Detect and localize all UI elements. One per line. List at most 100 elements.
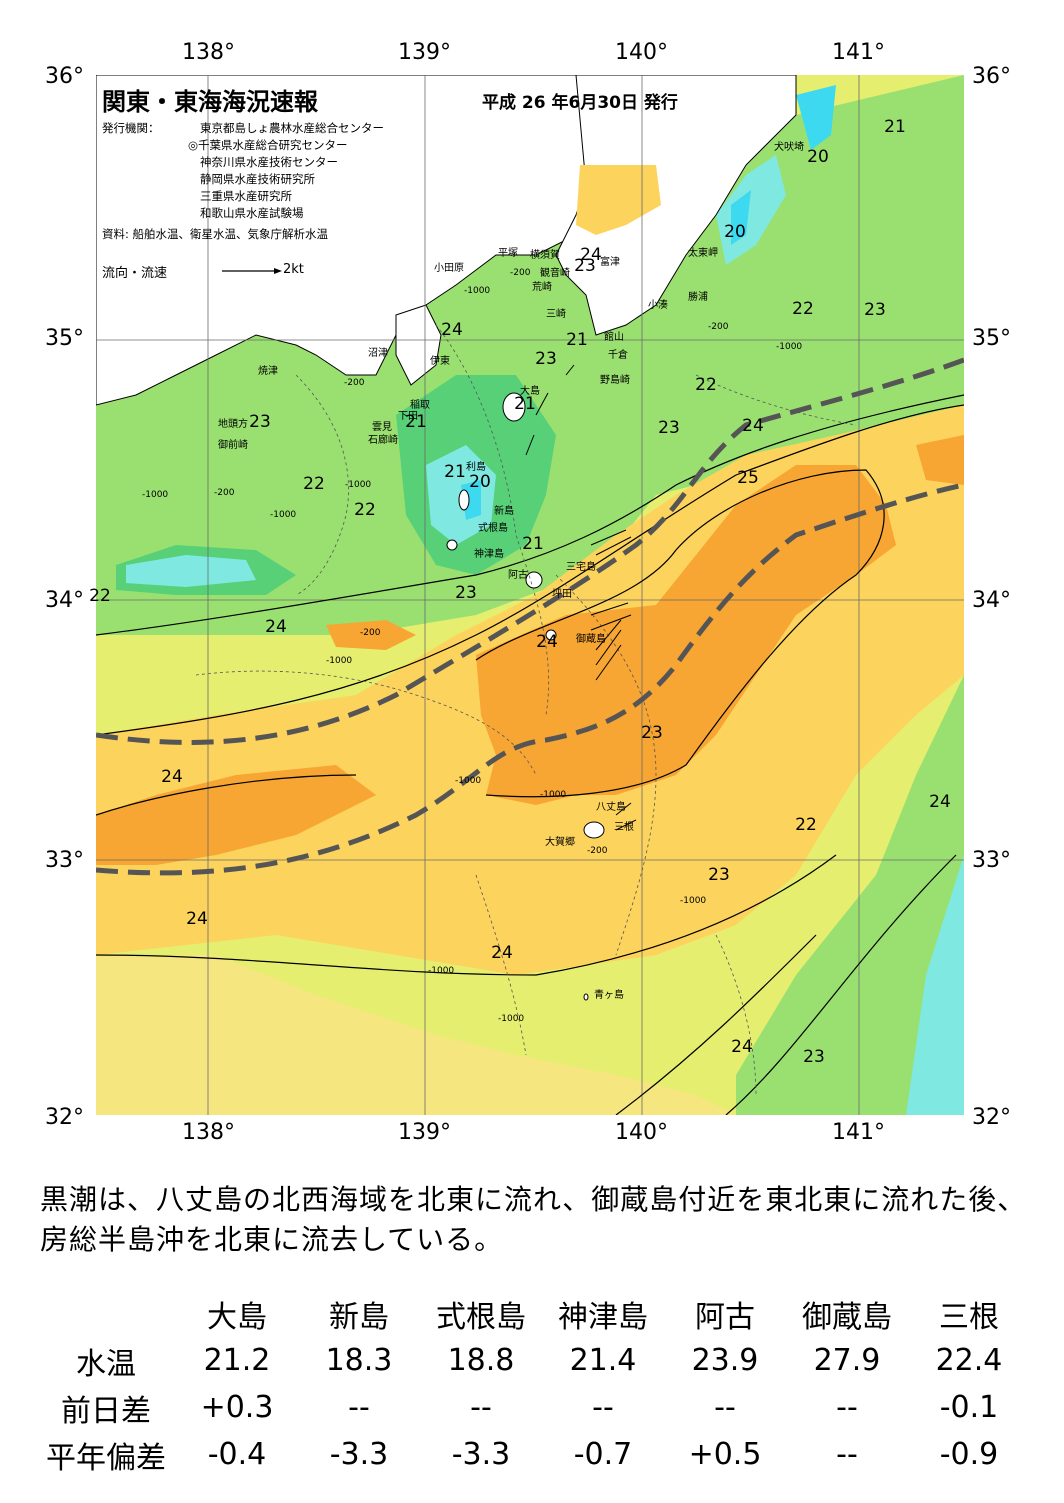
- temp-label: 24: [580, 245, 602, 265]
- lat-label-32-right: 32°: [972, 1105, 1011, 1130]
- depth-label: -1000: [540, 790, 567, 800]
- map-svg: [95, 74, 965, 1116]
- temp-label: 22: [354, 500, 376, 520]
- temp-label: 24: [161, 767, 183, 787]
- table-cell: -0.9: [939, 1437, 999, 1472]
- table-cell: --: [592, 1390, 614, 1425]
- table-cell: --: [348, 1390, 370, 1425]
- depth-label: -1000: [455, 776, 482, 786]
- temp-label: 23: [708, 865, 730, 885]
- grid-lines: [96, 75, 964, 1115]
- temp-label: 21: [405, 412, 427, 432]
- lat-label-33-left: 33°: [45, 848, 84, 873]
- lon-label-140-top: 140°: [615, 40, 668, 65]
- depth-label: -200: [708, 322, 729, 332]
- sea-temperature-map: [95, 74, 965, 1116]
- isotherm-lines: [95, 394, 965, 1116]
- depth-label: -200: [214, 488, 235, 498]
- place-numazu: 沼津: [368, 348, 388, 359]
- sea-zone-18-inubo: [796, 85, 836, 150]
- table-cell: --: [470, 1390, 492, 1425]
- place-inubosaki: 犬吠埼: [774, 142, 804, 153]
- issue-date: 平成 26 年6月30日 発行: [482, 93, 678, 113]
- land-boso-peninsula: [555, 74, 797, 336]
- lat-label-34-left: 34°: [45, 588, 84, 613]
- depth-label: -200: [360, 628, 381, 638]
- place-tsubota: 坪田: [552, 589, 572, 600]
- depth-label: -200: [587, 846, 608, 856]
- place-nojimazaki: 野島崎: [600, 375, 630, 386]
- place-odawara: 小田原: [434, 263, 464, 274]
- lat-label-33-right: 33°: [972, 848, 1011, 873]
- temp-label: 23: [249, 412, 271, 432]
- place-futtsu: 富津: [600, 257, 620, 268]
- depth-label: -1000: [428, 966, 455, 976]
- lat-label-35-right: 35°: [972, 326, 1011, 351]
- place-inatori: 稲取: [410, 400, 430, 411]
- temp-label: 22: [695, 375, 717, 395]
- table-row: 平年偏差 -0.4 -3.3 -3.3 -0.7 +0.5 -- -0.9: [36, 1431, 1030, 1478]
- place-taitomisaki: 太東岬: [688, 248, 718, 259]
- lon-label-139-top: 139°: [398, 40, 451, 65]
- lon-label-140-bottom: 140°: [615, 1120, 668, 1145]
- lat-label-34-right: 34°: [972, 588, 1011, 613]
- row-label: 水温: [76, 1346, 136, 1382]
- sea-zone-25: [476, 465, 896, 805]
- table-cell: 23.9: [691, 1343, 759, 1378]
- sea-zone-20-west: [126, 555, 256, 587]
- depth-contours: [195, 324, 857, 1096]
- temp-label: 21: [514, 394, 536, 414]
- temp-label: 22: [303, 474, 325, 494]
- place-misaki: 三崎: [546, 309, 566, 320]
- sea-zone-18-niijima: [461, 480, 481, 520]
- table-row: 水温 21.2 18.3 18.8 21.4 23.9 27.9 22.4: [36, 1337, 1030, 1384]
- temp-label: 23: [641, 723, 663, 743]
- island-oshima: [502, 392, 526, 422]
- place-shimoda: 下田: [398, 411, 418, 422]
- temp-label: 22: [792, 299, 814, 319]
- place-mitsune: 三根: [614, 822, 634, 833]
- lat-label-36-right: 36°: [972, 64, 1011, 89]
- legend-scale: 2kt: [283, 262, 304, 277]
- temp-label: 20: [807, 147, 829, 167]
- lat-label-35-left: 35°: [45, 326, 84, 351]
- temp-label: 23: [574, 256, 596, 276]
- lat-label-36-left: 36°: [45, 64, 84, 89]
- table-cell: 22.4: [935, 1343, 1003, 1378]
- island-niijima: [458, 489, 470, 511]
- temp-label: 20: [469, 472, 491, 492]
- place-hachijojima: 八丈島: [596, 802, 626, 813]
- table-cell: -0.1: [939, 1390, 999, 1425]
- station-header: 三根: [939, 1299, 999, 1335]
- temp-label: 23: [455, 583, 477, 603]
- station-header: 新島: [329, 1299, 389, 1335]
- temp-label: 20: [724, 222, 746, 242]
- issuer-0: 東京都島しょ農林水産総合センター: [200, 121, 384, 135]
- depth-label: -1000: [680, 896, 707, 906]
- station-header: 式根島: [436, 1299, 526, 1335]
- table-cell: -3.3: [329, 1437, 389, 1472]
- place-hiratsuka: 平塚: [498, 248, 518, 259]
- temp-label: 23: [658, 418, 680, 438]
- issuers-label: 発行機関：: [102, 121, 160, 135]
- table-cell: -3.3: [451, 1437, 511, 1472]
- depth-label: -200: [510, 268, 531, 278]
- temp-label: 24: [491, 943, 513, 963]
- issuer-5: 和歌山県水産試験場: [200, 206, 304, 220]
- temp-label: 24: [186, 909, 208, 929]
- table-cell: --: [714, 1390, 736, 1425]
- island-miyakejima: [525, 571, 543, 589]
- island-hachijojima: [583, 821, 605, 839]
- tokyo-bay: [576, 165, 661, 235]
- temp-label: 21: [884, 117, 906, 137]
- data-sources: 資料: 船舶水温、衛星水温、気象庁解析水温: [102, 227, 329, 241]
- issuer-3: 静岡県水産技術研究所: [200, 172, 315, 186]
- table-cell: +0.3: [200, 1390, 274, 1425]
- issuer-1: ◎千葉県水産総合研究センター: [188, 138, 348, 152]
- table-cell: 18.3: [325, 1343, 393, 1378]
- legend-label: 流向・流速: [102, 266, 168, 281]
- temp-label: 24: [265, 617, 287, 637]
- lon-label-141-bottom: 141°: [832, 1120, 885, 1145]
- place-aogashima: 青ヶ島: [594, 990, 624, 1001]
- place-omaezaki: 御前崎: [218, 440, 248, 451]
